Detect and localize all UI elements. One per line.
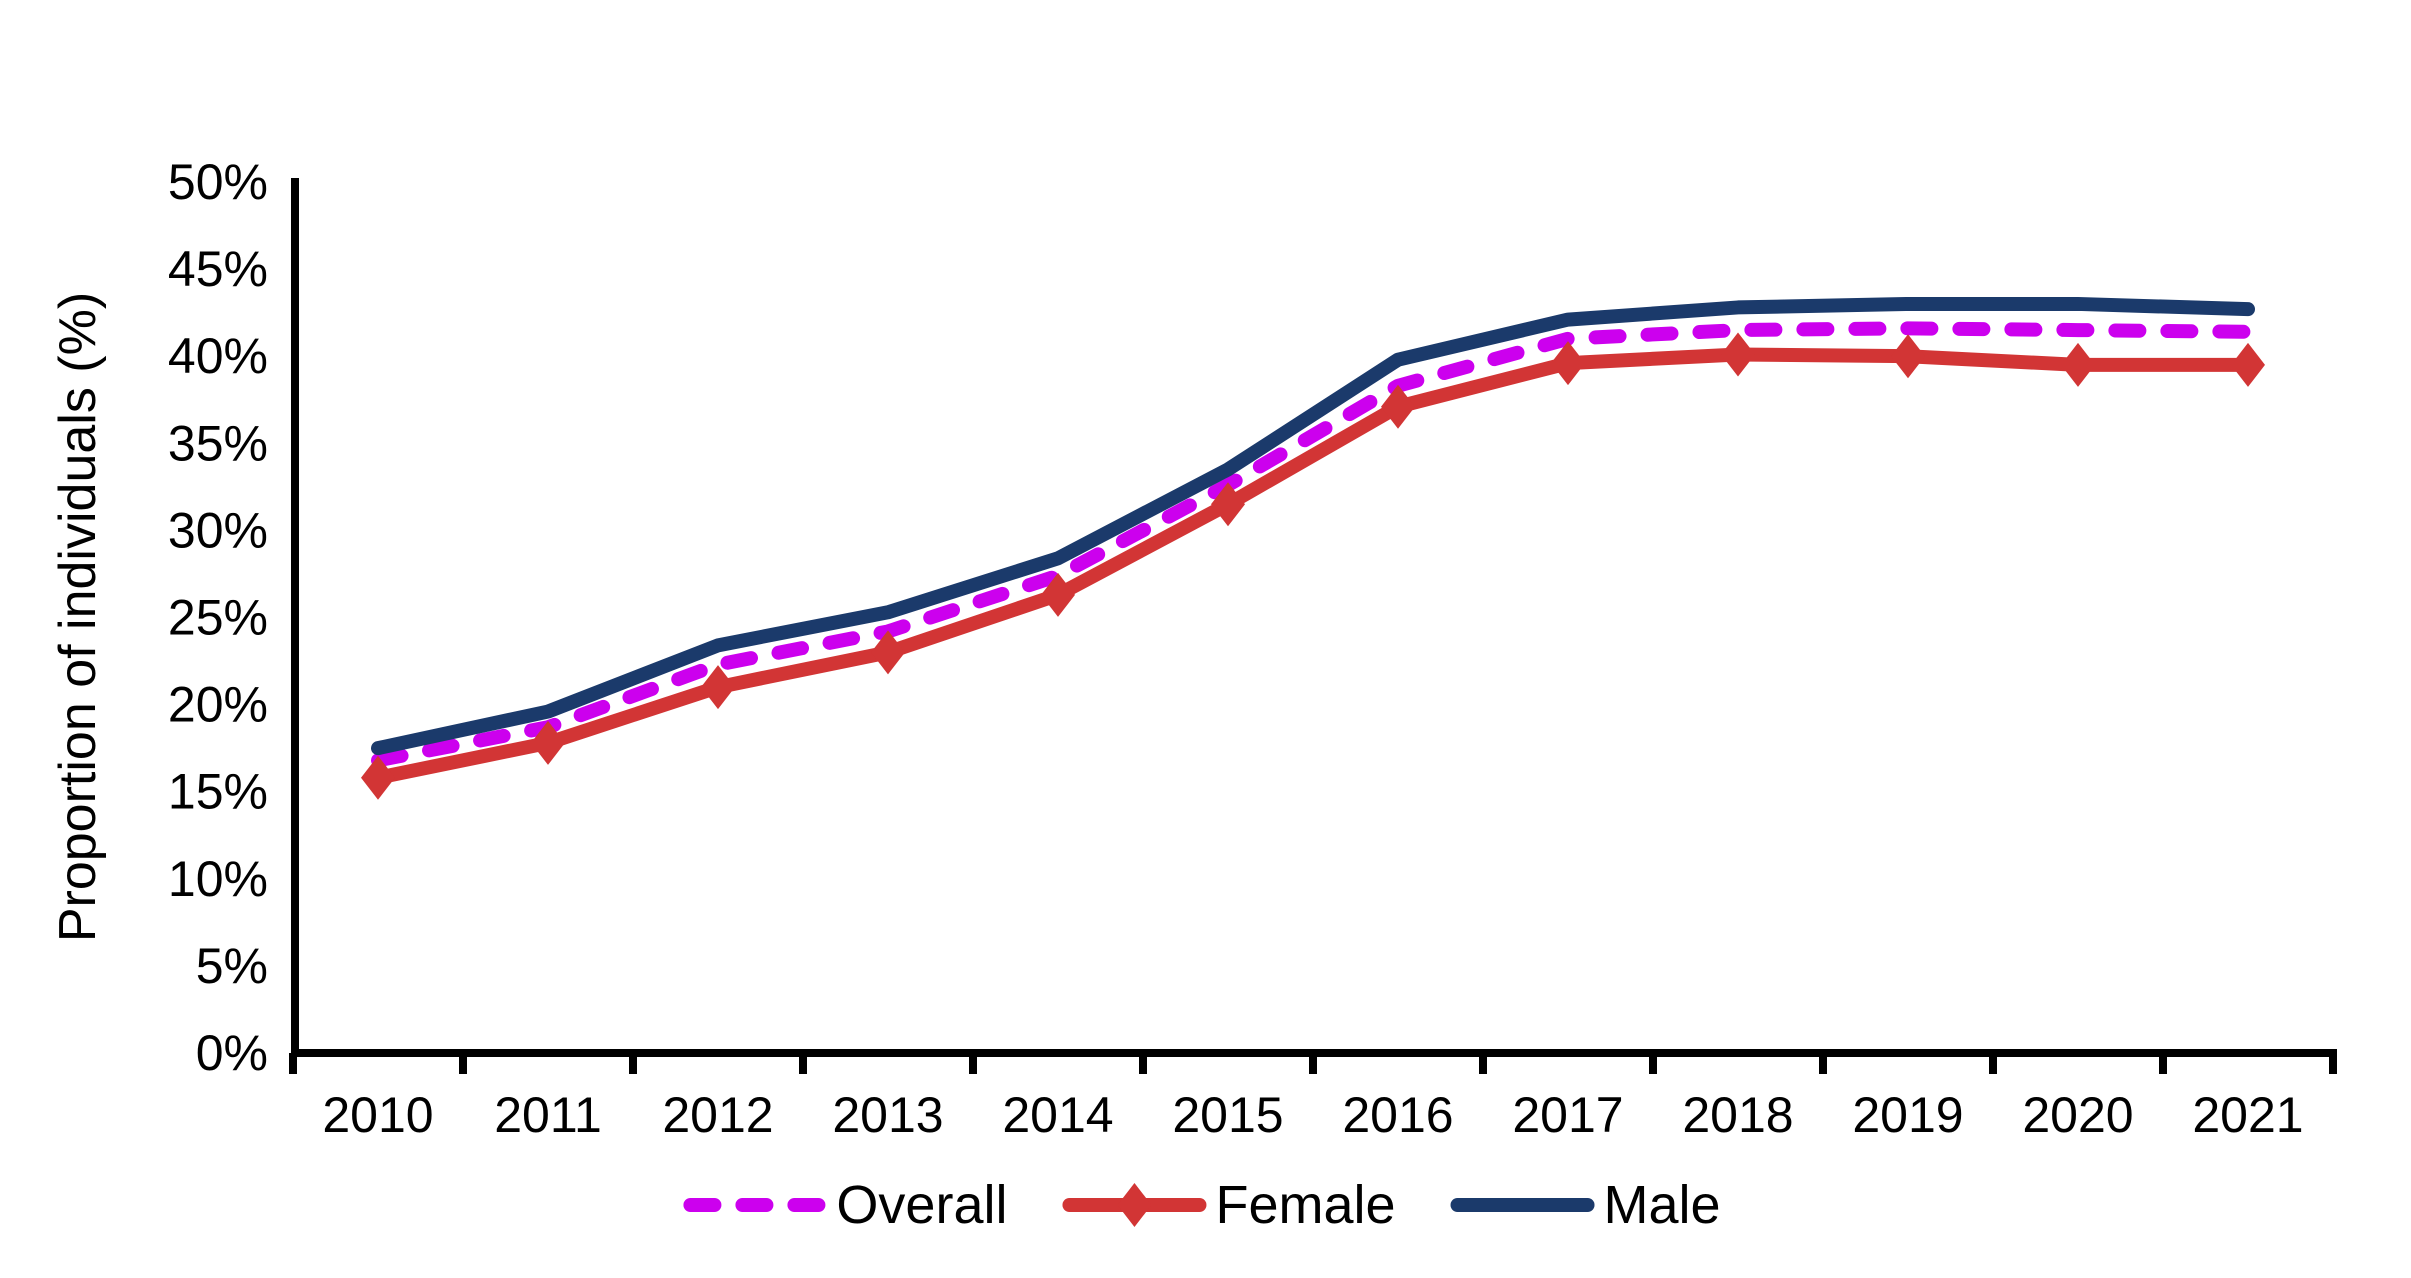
y-tick-label-10: 10%: [168, 851, 268, 907]
y-tick-label-20: 20%: [168, 677, 268, 733]
y-tick-label-15: 15%: [168, 764, 268, 820]
y-tick-label-35: 35%: [168, 415, 268, 471]
series-line-overall: [371, 321, 2255, 768]
x-tick-label-2012: 2012: [662, 1087, 773, 1143]
legend-marker-female: [1117, 1183, 1152, 1227]
y-tick-label-45: 45%: [168, 241, 268, 297]
x-tick-label-2011: 2011: [494, 1087, 602, 1143]
y-tick-label-30: 30%: [168, 502, 268, 558]
x-tick-label-2015: 2015: [1172, 1087, 1283, 1143]
legend-item-male: Male: [1450, 1175, 1721, 1235]
female-marker-2019: [1891, 334, 1925, 379]
legend-label-overall: Overall: [836, 1175, 1007, 1235]
y-tick-label-5: 5%: [196, 938, 268, 994]
legend: Overall Female Male: [683, 1175, 1721, 1235]
female-marker-2014: [1041, 572, 1075, 617]
x-tick-label-2020: 2020: [2022, 1087, 2133, 1143]
female-marker-2010: [361, 755, 395, 800]
x-tick-label-2019: 2019: [1852, 1087, 1963, 1143]
y-tick-label-25: 25%: [168, 590, 268, 646]
y-tick-label-40: 40%: [168, 328, 268, 384]
series-line-female: [371, 347, 2255, 785]
x-tick-label-2010: 2010: [322, 1087, 433, 1143]
female-marker-2020: [2061, 342, 2095, 387]
y-axis-title: Proportion of individuals (%): [49, 292, 107, 942]
legend-label-female: Female: [1215, 1175, 1395, 1235]
legend-label-male: Male: [1604, 1175, 1721, 1235]
x-tick-label-2017: 2017: [1512, 1087, 1623, 1143]
female-marker-2013: [871, 630, 905, 675]
x-tick-label-2016: 2016: [1342, 1087, 1453, 1143]
female-marker-2015: [1211, 482, 1245, 527]
x-tick-label-2021: 2021: [2192, 1087, 2303, 1143]
female-marker-2011: [531, 720, 565, 765]
x-tick-label-2018: 2018: [1682, 1087, 1793, 1143]
x-tick-label-2013: 2013: [832, 1087, 943, 1143]
female-marker-2018: [1721, 332, 1755, 377]
y-tick-label-0: 0%: [196, 1025, 268, 1081]
female-marker-2016: [1381, 384, 1415, 429]
female-marker-2021: [2231, 342, 2265, 387]
x-tick-label-2014: 2014: [1002, 1087, 1113, 1143]
series-line-male: [371, 296, 2255, 756]
female-marker-2012: [701, 665, 735, 710]
y-tick-label-50: 50%: [168, 154, 268, 210]
legend-item-overall: Overall: [683, 1175, 1007, 1235]
legend-item-female: Female: [1062, 1175, 1396, 1235]
female-marker-2017: [1551, 341, 1585, 386]
